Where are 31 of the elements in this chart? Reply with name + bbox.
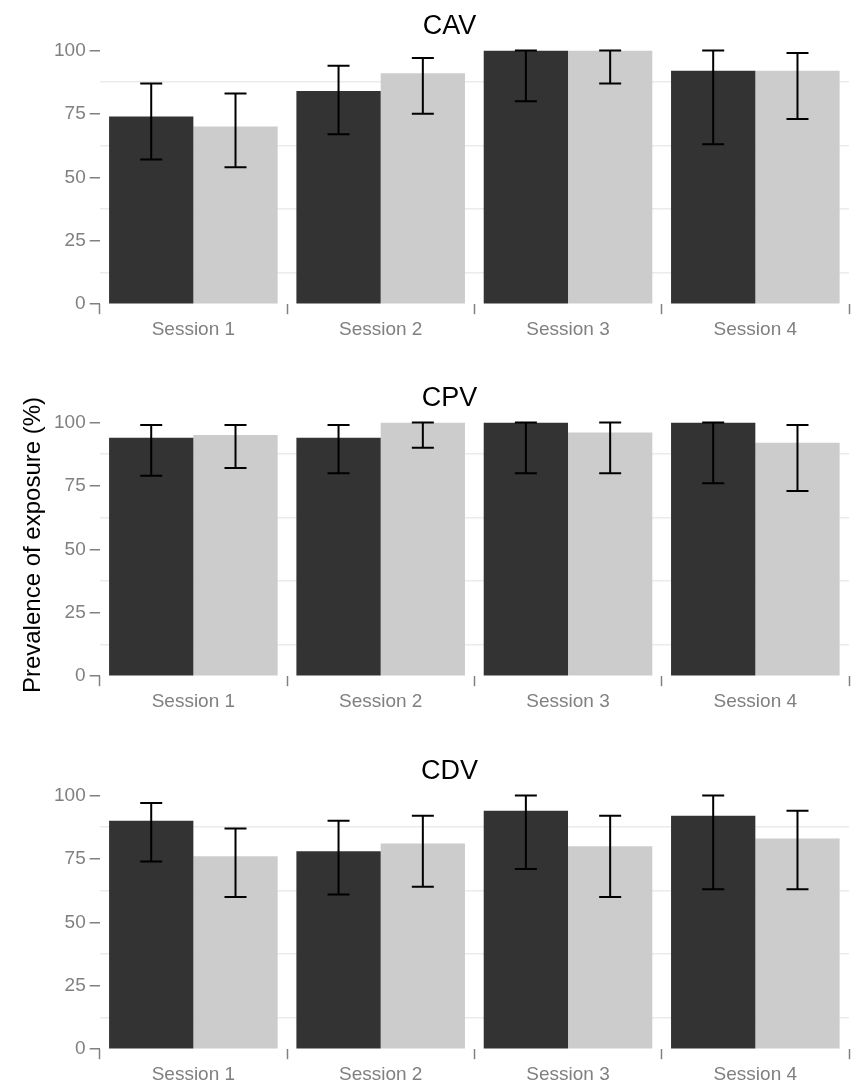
y-tick-label: 75 <box>64 102 86 124</box>
y-tick-label: 50 <box>64 537 86 559</box>
chart-title: CDV <box>420 754 479 785</box>
chart-title: CPV <box>421 381 478 412</box>
x-tick-label: Session 4 <box>713 1062 798 1084</box>
y-tick-label: 100 <box>54 783 86 805</box>
y-tick-label: 50 <box>64 910 86 932</box>
x-tick-label: Session 4 <box>713 317 798 339</box>
x-tick-label: Session 3 <box>526 689 610 711</box>
y-tick-label: 75 <box>64 474 86 496</box>
y-tick-label: 0 <box>75 664 86 686</box>
x-tick-label: Session 3 <box>526 1062 610 1084</box>
y-tick-label: 25 <box>64 228 86 250</box>
x-tick-label: Session 2 <box>338 1062 423 1084</box>
y-axis-title: Prevalence of exposure (%) <box>18 396 46 694</box>
x-tick-label: Session 2 <box>338 317 423 339</box>
x-tick-label: Session 4 <box>713 689 798 711</box>
y-tick-label: 25 <box>64 600 86 622</box>
x-tick-label: Session 1 <box>151 1062 236 1084</box>
y-tick-label: 100 <box>54 38 86 60</box>
y-tick-label: 0 <box>75 1037 86 1059</box>
y-tick-label: 25 <box>64 973 86 995</box>
x-tick-label: Session 1 <box>151 317 236 339</box>
y-tick-label: 50 <box>64 165 86 187</box>
y-tick-label: 75 <box>64 847 86 869</box>
y-tick-label: 100 <box>54 410 86 432</box>
x-tick-label: Session 3 <box>526 317 610 339</box>
y-tick-label: 0 <box>75 292 86 314</box>
x-tick-label: Session 2 <box>338 689 423 711</box>
chart-title: CAV <box>422 9 477 40</box>
x-tick-label: Session 1 <box>151 689 236 711</box>
